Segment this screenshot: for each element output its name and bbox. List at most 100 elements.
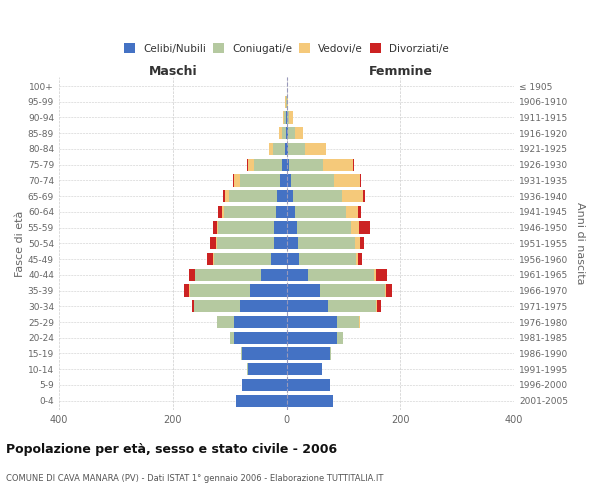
Bar: [291, 174, 334, 186]
Bar: [241, 348, 242, 360]
Bar: [212, 253, 214, 265]
Bar: [223, 190, 225, 202]
Bar: [287, 222, 297, 234]
Bar: [194, 300, 240, 312]
Bar: [363, 190, 365, 202]
Bar: [254, 158, 282, 171]
Bar: [236, 394, 287, 407]
Text: Femmine: Femmine: [368, 65, 433, 78]
Bar: [337, 316, 359, 328]
Bar: [217, 222, 218, 234]
Bar: [196, 268, 261, 281]
Bar: [346, 206, 358, 218]
Bar: [240, 300, 287, 312]
Legend: Celibi/Nubili, Coniugati/e, Vedovi/e, Divorziati/e: Celibi/Nubili, Coniugati/e, Vedovi/e, Di…: [124, 44, 449, 54]
Bar: [234, 316, 287, 328]
Bar: [287, 206, 295, 218]
Bar: [287, 379, 330, 391]
Bar: [212, 222, 217, 234]
Bar: [308, 268, 374, 281]
Bar: [287, 237, 298, 250]
Bar: [287, 127, 295, 140]
Bar: [277, 190, 287, 202]
Bar: [320, 284, 385, 296]
Bar: [358, 253, 362, 265]
Bar: [386, 284, 392, 296]
Bar: [216, 237, 217, 250]
Bar: [287, 316, 337, 328]
Bar: [184, 284, 189, 296]
Bar: [217, 316, 234, 328]
Bar: [287, 174, 291, 186]
Bar: [305, 143, 326, 155]
Bar: [221, 206, 224, 218]
Bar: [189, 268, 195, 281]
Bar: [295, 127, 303, 140]
Bar: [360, 237, 364, 250]
Bar: [277, 206, 287, 218]
Bar: [297, 222, 351, 234]
Bar: [282, 158, 287, 171]
Bar: [359, 222, 370, 234]
Bar: [234, 332, 287, 344]
Bar: [284, 112, 286, 124]
Bar: [289, 112, 293, 124]
Bar: [287, 143, 305, 155]
Bar: [287, 190, 293, 202]
Bar: [242, 379, 287, 391]
Bar: [351, 222, 359, 234]
Bar: [287, 332, 337, 344]
Bar: [385, 284, 386, 296]
Bar: [261, 268, 287, 281]
Bar: [287, 363, 322, 376]
Bar: [287, 112, 289, 124]
Bar: [224, 206, 277, 218]
Bar: [234, 174, 240, 186]
Bar: [287, 253, 299, 265]
Bar: [218, 222, 274, 234]
Bar: [229, 190, 277, 202]
Bar: [337, 332, 343, 344]
Bar: [295, 206, 346, 218]
Bar: [342, 190, 363, 202]
Bar: [287, 284, 320, 296]
Bar: [285, 143, 287, 155]
Bar: [298, 237, 355, 250]
Y-axis label: Anni di nascita: Anni di nascita: [575, 202, 585, 284]
Bar: [192, 300, 194, 312]
Bar: [250, 284, 287, 296]
Bar: [330, 348, 331, 360]
Bar: [323, 158, 353, 171]
Text: Popolazione per età, sesso e stato civile - 2006: Popolazione per età, sesso e stato civil…: [6, 442, 337, 456]
Bar: [274, 222, 287, 234]
Bar: [218, 206, 221, 218]
Bar: [248, 158, 254, 171]
Bar: [287, 268, 308, 281]
Bar: [287, 158, 289, 171]
Bar: [240, 174, 280, 186]
Bar: [299, 253, 356, 265]
Bar: [230, 332, 234, 344]
Bar: [289, 158, 323, 171]
Y-axis label: Fasce di età: Fasce di età: [15, 210, 25, 276]
Bar: [287, 348, 330, 360]
Bar: [358, 206, 361, 218]
Bar: [287, 96, 288, 108]
Bar: [214, 253, 271, 265]
Text: COMUNE DI CAVA MANARA (PV) - Dati ISTAT 1° gennaio 2006 - Elaborazione TUTTITALI: COMUNE DI CAVA MANARA (PV) - Dati ISTAT …: [6, 474, 383, 483]
Bar: [269, 143, 274, 155]
Bar: [334, 174, 360, 186]
Bar: [274, 237, 287, 250]
Bar: [356, 253, 358, 265]
Bar: [271, 253, 287, 265]
Bar: [360, 174, 361, 186]
Bar: [282, 127, 286, 140]
Bar: [376, 268, 387, 281]
Bar: [283, 112, 284, 124]
Bar: [377, 300, 381, 312]
Bar: [293, 190, 342, 202]
Bar: [242, 348, 287, 360]
Bar: [233, 174, 234, 186]
Bar: [376, 300, 377, 312]
Text: Maschi: Maschi: [148, 65, 197, 78]
